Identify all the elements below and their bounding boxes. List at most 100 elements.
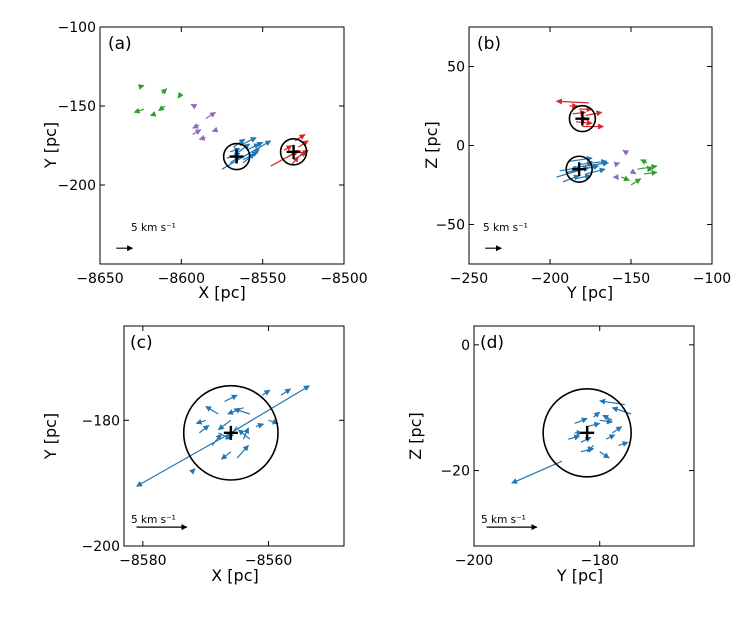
panel-b-red-vector [555, 98, 589, 105]
panel-a-xtick-label: −8500 [320, 271, 367, 287]
panel-a-green-vector [137, 84, 145, 90]
panel-a-green-vector [133, 107, 145, 114]
panel-c-xtick-label: −8580 [119, 553, 166, 569]
panel-a-purple-vector [190, 103, 198, 110]
panel-b: (b) Y [pc] Z [pc] 5 km s⁻¹ −250 −200 −150−… [422, 26, 731, 302]
panel-d-blue-vector [593, 411, 601, 418]
panel-d-blue-vector [574, 417, 588, 424]
panel-a-red-vector [291, 156, 299, 165]
panel-c-blue-vector [205, 405, 219, 415]
panel-d-ylabel: Z [pc] [406, 412, 425, 459]
panel-d-group-center [580, 425, 595, 440]
panel-b-blue-group-center [572, 162, 587, 177]
panel-a-red-group-center [286, 144, 301, 159]
panel-c-blue-vector [220, 451, 232, 460]
panel-c-blue-vector [280, 388, 292, 396]
panel-c-blue-vector [233, 407, 250, 415]
panel-c-ytick-label: −200 [82, 539, 120, 555]
panel-d-group-circle [542, 388, 632, 478]
panel-a-purple-vector [198, 134, 206, 141]
panel-a-ylabel: Y [pc] [41, 122, 60, 169]
panel-a-frame [99, 26, 345, 265]
panel-b-green-vector [630, 178, 642, 186]
panel-d-blue-vector [602, 414, 613, 421]
panel-d-plot [486, 388, 632, 531]
panel-c-label: (c) [130, 333, 153, 353]
panel-b-ytick-label: −50 [435, 218, 465, 234]
panel-d-ytick-label: −20 [440, 464, 470, 480]
panel-b-ytick-label: 0 [456, 139, 465, 155]
panel-d-scale-label: 5 km s⁻¹ [481, 514, 526, 526]
panel-b-red-vector [575, 119, 593, 126]
panel-a-blue-group-center [229, 149, 244, 164]
panel-a-purple-vector [211, 126, 219, 133]
panel-a-green-vector [160, 88, 168, 95]
panel-a-green-vector [149, 110, 157, 117]
panel-a-red-vector [283, 144, 293, 151]
panel-d-frame [473, 325, 695, 547]
panel-b-purple-vector [622, 149, 630, 156]
panel-c-group-circle [182, 384, 279, 481]
panel-c-blue-vector [199, 424, 210, 434]
panel-b-ylabel: Z [pc] [422, 121, 441, 168]
panel-b-purple-vector [629, 168, 637, 175]
panel-b-red-vector [572, 109, 587, 116]
panel-b-green-vector [640, 159, 648, 165]
panel-a-xtick-label: −8550 [239, 271, 286, 287]
panel-b-blue-vector [569, 155, 593, 162]
panel-c-blue-vector [195, 418, 206, 425]
panel-c-blue-vector [255, 422, 265, 429]
panel-d-blue-vector [599, 418, 613, 425]
panel-d-ticks: −200 −180 0 −20 [440, 326, 694, 569]
panel-a-ticks: −8650 −8600 −8550 −8500 −100 −150 −200 [58, 20, 368, 287]
panel-d-blue-vector [611, 426, 623, 434]
panel-b-green-vector [643, 170, 658, 176]
panel-b-xtick-label: −200 [531, 271, 569, 287]
panel-a-ytick-label: −150 [58, 99, 96, 115]
panel-a-purple-vector [192, 129, 202, 136]
panel-c-ytick-label: −180 [82, 413, 120, 429]
panel-d-blue-vector [599, 451, 610, 459]
panel-a-green-vector [177, 91, 184, 99]
panel-a-plot [116, 84, 309, 252]
panel-b-blue-vector [585, 167, 606, 175]
panel-d-blue-vector [586, 421, 601, 428]
panel-b-ticks: −250 −200 −150 −100 50 0 −50 [435, 27, 731, 287]
panel-d-blue-vector [611, 406, 632, 415]
panel-c-blue-vector [224, 394, 238, 402]
panel-d-ytick-label: 0 [461, 338, 470, 354]
panel-c-ylabel: Y [pc] [41, 413, 60, 460]
panel-a-blue-group-circle [222, 142, 251, 171]
panel-d-blue-vector [618, 441, 629, 447]
panel-d-xtick-label: −180 [580, 553, 618, 569]
panel-c-blue-vector [242, 427, 250, 440]
panel-a-ytick-label: −200 [58, 178, 96, 194]
panel-a: (a) X [pc] Y [pc] 5 km s⁻¹ −8650 −8600 −85… [41, 20, 368, 302]
panel-a-xtick-label: −8650 [76, 271, 123, 287]
panel-d-blue-vector [568, 434, 581, 441]
panel-b-blue-vector [575, 173, 592, 180]
panel-b-scale-label: 5 km s⁻¹ [483, 222, 528, 234]
panel-b-plot [485, 98, 658, 252]
panel-a-ytick-label: −100 [58, 20, 96, 36]
panel-a-xtick-label: −8600 [158, 271, 205, 287]
panel-b-green-vector [621, 175, 630, 182]
panel-a-label: (a) [108, 34, 132, 54]
panel-c-blue-vector [211, 433, 222, 446]
panel-a-red-group-circle [279, 138, 308, 166]
panel-d-blue-vector [580, 436, 592, 443]
panel-d-label: (d) [480, 333, 504, 353]
panel-a-purple-vector [192, 123, 200, 129]
panel-b-xlabel: Y [pc] [566, 283, 613, 302]
panel-a-blue-vector [229, 147, 241, 154]
panel-d-xlabel: Y [pc] [556, 566, 603, 585]
panel-a-scale-label: 5 km s⁻¹ [131, 222, 176, 234]
panel-c-blue-vector [261, 389, 271, 396]
panel-c-xtick-label: −8560 [245, 553, 292, 569]
panel-c-frame [123, 325, 345, 547]
panel-c-blue-vector [230, 385, 310, 434]
panel-c-scale-label: 5 km s⁻¹ [131, 514, 176, 526]
panel-d-xtick-label: −200 [455, 553, 493, 569]
panel-c-ticks: −8580 −8560 −180 −200 [82, 326, 344, 569]
